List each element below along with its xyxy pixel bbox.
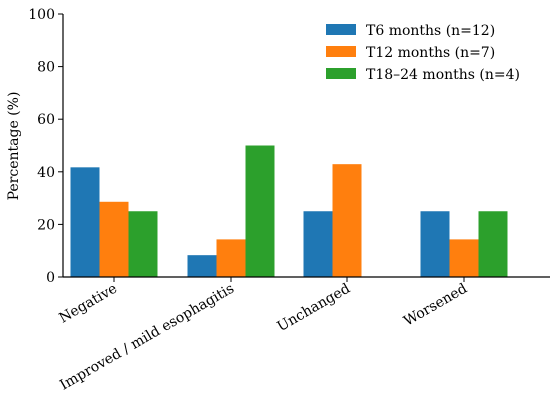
legend-label: T6 months (n=12) bbox=[366, 23, 495, 39]
bar-2-1 bbox=[99, 201, 129, 277]
y-tick-label: 80 bbox=[37, 60, 55, 76]
y-tick-label: 20 bbox=[37, 217, 55, 233]
legend-label: T18–24 months (n=4) bbox=[366, 67, 520, 83]
bar-3-1 bbox=[128, 211, 158, 277]
y-ticks: 0 20 40 60 80 100 bbox=[28, 7, 63, 286]
bar-2-2 bbox=[216, 239, 246, 277]
y-axis-title: Percentage (%) bbox=[6, 92, 22, 201]
bar-1-1 bbox=[70, 167, 100, 277]
y-tick-label: 0 bbox=[46, 270, 55, 286]
bar-2-4 bbox=[449, 239, 479, 277]
legend: T6 months (n=12) T12 months (n=7) T18–24 m… bbox=[326, 23, 520, 83]
bar-1-3 bbox=[303, 211, 333, 277]
bar-2-3 bbox=[332, 164, 362, 277]
y-tick-label: 60 bbox=[37, 112, 55, 128]
legend-swatch bbox=[326, 46, 356, 57]
legend-swatch bbox=[326, 68, 356, 79]
legend-swatch bbox=[326, 24, 356, 35]
bar-1-4 bbox=[420, 211, 450, 277]
x-tick-label: Unchanged bbox=[275, 281, 353, 335]
x-tick-label: Negative bbox=[56, 281, 120, 327]
bars-group bbox=[70, 145, 508, 277]
bar-1-2 bbox=[187, 255, 217, 277]
y-tick-label: 40 bbox=[37, 165, 55, 181]
bar-3-2 bbox=[245, 145, 275, 277]
x-tick-label: Worsened bbox=[401, 281, 470, 330]
y-tick-label: 100 bbox=[28, 7, 55, 23]
bar-3-4 bbox=[478, 211, 508, 277]
legend-label: T12 months (n=7) bbox=[366, 45, 495, 61]
